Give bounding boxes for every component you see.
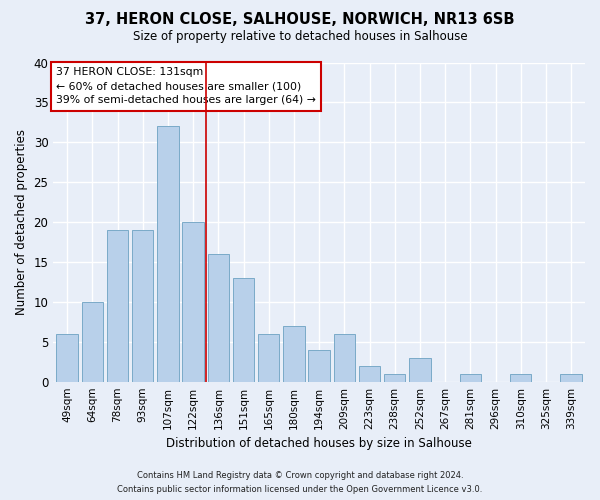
- Text: 37, HERON CLOSE, SALHOUSE, NORWICH, NR13 6SB: 37, HERON CLOSE, SALHOUSE, NORWICH, NR13…: [85, 12, 515, 28]
- Bar: [182, 222, 204, 382]
- Text: Size of property relative to detached houses in Salhouse: Size of property relative to detached ho…: [133, 30, 467, 43]
- X-axis label: Distribution of detached houses by size in Salhouse: Distribution of detached houses by size …: [166, 437, 472, 450]
- Bar: [308, 350, 330, 382]
- Bar: [334, 334, 355, 382]
- Bar: [157, 126, 179, 382]
- Bar: [560, 374, 582, 382]
- Bar: [82, 302, 103, 382]
- Bar: [132, 230, 154, 382]
- Bar: [258, 334, 280, 382]
- Bar: [409, 358, 431, 382]
- Bar: [384, 374, 406, 382]
- Bar: [56, 334, 78, 382]
- Bar: [510, 374, 532, 382]
- Bar: [208, 254, 229, 382]
- Bar: [233, 278, 254, 382]
- Bar: [359, 366, 380, 382]
- Bar: [460, 374, 481, 382]
- Bar: [107, 230, 128, 382]
- Bar: [283, 326, 305, 382]
- Y-axis label: Number of detached properties: Number of detached properties: [15, 129, 28, 315]
- Text: 37 HERON CLOSE: 131sqm
← 60% of detached houses are smaller (100)
39% of semi-de: 37 HERON CLOSE: 131sqm ← 60% of detached…: [56, 68, 316, 106]
- Text: Contains HM Land Registry data © Crown copyright and database right 2024.
Contai: Contains HM Land Registry data © Crown c…: [118, 472, 482, 494]
